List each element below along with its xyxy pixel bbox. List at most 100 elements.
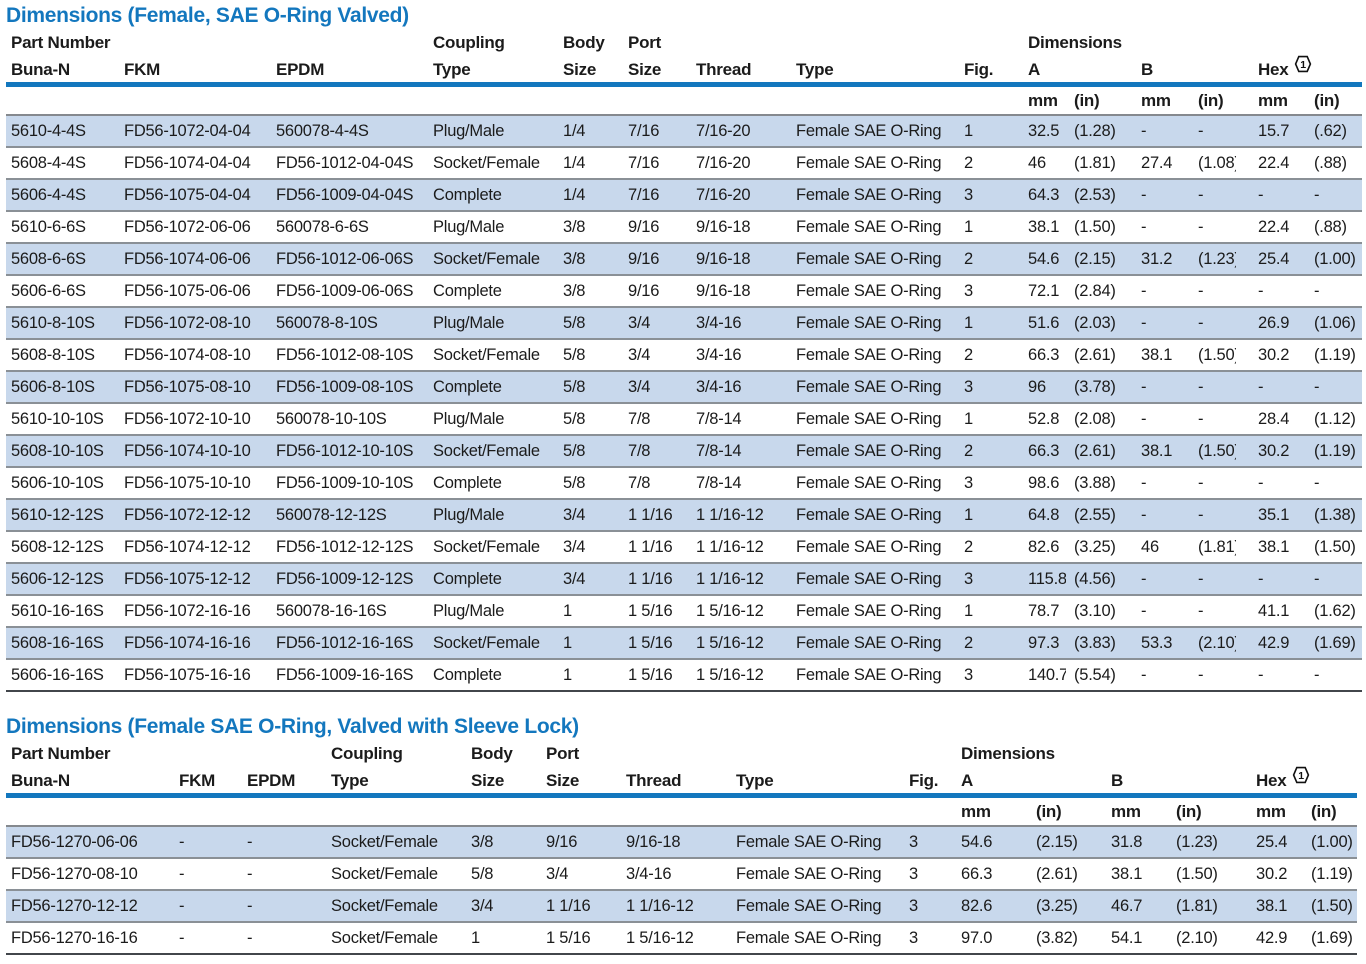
- cell: 5610-16-16S: [6, 595, 119, 628]
- cell: 5610-6-6S: [6, 211, 119, 244]
- cell: 82.6: [1018, 531, 1067, 564]
- cell: Socket/Female: [428, 435, 559, 468]
- cell: 1 1/16-12: [691, 563, 792, 596]
- cell: 7/16-20: [691, 147, 792, 180]
- cell: 96: [1018, 371, 1067, 404]
- table-row: 5606-8-10S FD56-1075-08-10 FD56-1009-08-10…: [6, 371, 1363, 404]
- unit-header-b-mm: mm: [1121, 84, 1179, 116]
- cell: 5606-16-16S: [6, 659, 119, 692]
- cell: 1 1/16-12: [691, 499, 792, 532]
- cell: 78.7: [1018, 595, 1067, 628]
- cell: 53.3: [1121, 627, 1179, 660]
- cell: 1 5/16: [541, 922, 622, 955]
- unit-header-a-mm: mm: [1018, 84, 1067, 116]
- cell: 560078-8-10S: [271, 307, 429, 340]
- cell: 3/4: [623, 339, 692, 372]
- cell: 9/16: [623, 243, 692, 276]
- cell: 1 5/16-12: [691, 627, 792, 660]
- unit-header-hex-in: (in): [1296, 795, 1358, 827]
- cell: -: [1178, 179, 1237, 212]
- cell: Complete: [428, 275, 559, 308]
- cell: 38.1: [1121, 339, 1179, 372]
- cell: Female SAE O-Ring: [791, 275, 957, 308]
- cell: (3.25): [1066, 531, 1122, 564]
- cell: (2.61): [1066, 435, 1122, 468]
- cell: 115.8: [1018, 563, 1067, 596]
- cell: 3/8: [558, 243, 624, 276]
- cell: (1.69): [1296, 922, 1358, 955]
- table-title: Dimensions (Female SAE O-Ring, Valved wi…: [6, 715, 579, 738]
- cell: 3: [901, 826, 947, 859]
- cell: 66.3: [946, 858, 1027, 891]
- header-spacer: [621, 742, 731, 766]
- table-row: FD56-1270-06-06- - Socket/Female 3/8 9/16 9/1…: [6, 826, 1358, 859]
- cell: 1/4: [558, 147, 624, 180]
- column-header-epdm: EPDM: [271, 55, 429, 87]
- column-header-hex: Hex 1: [1231, 766, 1358, 798]
- cell: (4.56): [1066, 563, 1122, 596]
- cell: FD56-1012-12-12S: [271, 531, 429, 564]
- table-title: Dimensions (Female, SAE O-Ring Valved): [6, 4, 409, 27]
- cell: 3/4-16: [691, 307, 792, 340]
- cell: -: [1236, 179, 1297, 212]
- cell: Complete: [428, 371, 559, 404]
- cell: (1.50): [1066, 211, 1122, 244]
- cell: 2: [956, 243, 1019, 276]
- cell: 1: [466, 922, 542, 955]
- cell: -: [1121, 467, 1179, 500]
- cell: 7/16-20: [691, 179, 792, 212]
- cell: 66.3: [1018, 435, 1067, 468]
- cell: Socket/Female: [326, 858, 467, 891]
- cell: FD56-1270-16-16: [6, 922, 171, 955]
- cell: FD56-1270-08-10: [6, 858, 171, 891]
- cell: -: [1178, 403, 1237, 436]
- cell: 38.1: [1121, 435, 1179, 468]
- cell: -: [1121, 659, 1179, 692]
- cell: (1.23): [1178, 243, 1237, 276]
- hexagon-footnote-1-icon: 1: [1295, 55, 1312, 73]
- cell: -: [1236, 563, 1297, 596]
- cell: 38.1: [1018, 211, 1067, 244]
- cell: -: [1296, 275, 1363, 308]
- cell: 9/16-18: [691, 275, 792, 308]
- cell: Complete: [428, 659, 559, 692]
- cell: 66.3: [1018, 339, 1067, 372]
- cell: Socket/Female: [326, 922, 467, 955]
- header-spacer: [731, 742, 901, 766]
- cell: (2.15): [1066, 243, 1122, 276]
- cell: 2: [956, 339, 1019, 372]
- cell: -: [1178, 307, 1237, 340]
- cell: FD56-1009-10-10S: [271, 467, 429, 500]
- table-row: 5610-6-6S FD56-1072-06-06 560078-6-6S Plug/…: [6, 211, 1363, 244]
- column-header-port-line1: Port: [546, 744, 580, 763]
- column-group-dimensions: Dimensions: [961, 744, 1055, 763]
- cell: (.62): [1296, 115, 1363, 148]
- column-header-coupling-type: Type: [428, 55, 559, 87]
- cell: -: [1178, 211, 1237, 244]
- cell: -: [1121, 179, 1179, 212]
- cell: Female SAE O-Ring: [791, 371, 957, 404]
- cell: Female SAE O-Ring: [791, 627, 957, 660]
- table-row: 5610-8-10S FD56-1072-08-10 560078-8-10S Plu…: [6, 307, 1363, 340]
- cell: FD56-1075-16-16: [119, 659, 271, 692]
- cell: 2: [956, 531, 1019, 564]
- cell: Socket/Female: [428, 147, 559, 180]
- cell: Plug/Male: [428, 403, 559, 436]
- cell: FD56-1074-06-06: [119, 243, 271, 276]
- cell: 5/8: [558, 339, 624, 372]
- cell: Female SAE O-Ring: [791, 659, 957, 692]
- cell: 3/8: [558, 211, 624, 244]
- column-header-coupling-type: Type: [326, 766, 467, 798]
- cell: -: [1178, 467, 1237, 500]
- column-header-fkm: FKM: [119, 55, 271, 87]
- cell: 72.1: [1018, 275, 1067, 308]
- cell: Female SAE O-Ring: [791, 115, 957, 148]
- cell: -: [1296, 467, 1363, 500]
- cell: -: [171, 890, 239, 923]
- svg-text:1: 1: [1299, 770, 1305, 782]
- table-row: 5610-4-4S FD56-1072-04-04 560078-4-4S Plug/…: [6, 115, 1363, 148]
- header-spacer: [956, 31, 1018, 55]
- header-row-units: mm (in) mm (in) mm (in): [6, 795, 1358, 827]
- cell: 3/8: [558, 275, 624, 308]
- cell: -: [239, 890, 327, 923]
